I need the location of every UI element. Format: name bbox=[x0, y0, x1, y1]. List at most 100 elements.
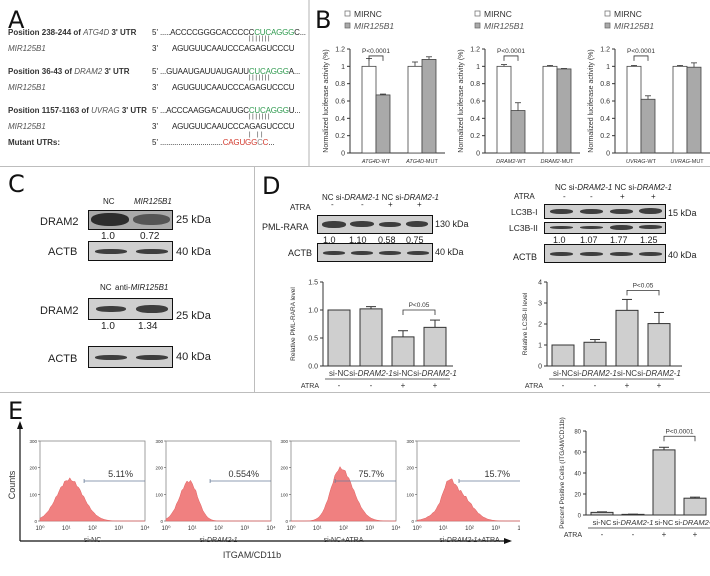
y-tick-label: 0.4 bbox=[470, 116, 480, 123]
legend-label: MIRNC bbox=[354, 9, 382, 19]
seq-flank: ... bbox=[268, 138, 275, 147]
x-tick-label: si-NC bbox=[617, 369, 637, 378]
x-tick-label: DRAM2-WT bbox=[496, 159, 526, 165]
quant-value: 1.07 bbox=[580, 235, 598, 245]
quant-value: 1.0 bbox=[553, 235, 566, 245]
quant-value: 1.0 bbox=[323, 235, 336, 245]
y-tick-label: 0.0 bbox=[308, 364, 318, 371]
y-tick-label: 0.2 bbox=[335, 133, 345, 140]
mutant-base: A bbox=[228, 138, 234, 147]
y-axis-label: Relative LC3B-II level bbox=[522, 292, 529, 355]
bar bbox=[407, 65, 423, 154]
western-blot-dram2 bbox=[88, 210, 173, 230]
atra-sign: + bbox=[693, 530, 698, 539]
arrow-up-icon bbox=[17, 421, 23, 429]
x-tick-label: 10³ bbox=[240, 526, 249, 532]
panel-letter-d: D bbox=[262, 172, 281, 200]
itgam-axis-label: ITGAM/CD11b bbox=[223, 550, 281, 560]
y-tick-label: 0.6 bbox=[600, 99, 610, 106]
bar bbox=[423, 326, 447, 367]
mutant-base: G bbox=[233, 138, 240, 147]
gate-percent: 15.7% bbox=[484, 469, 510, 479]
label-part: UVRAG bbox=[91, 106, 120, 115]
bar bbox=[361, 65, 377, 154]
sequence: ...ACCCAAGGACAUUGCCUCAGGGU... bbox=[160, 106, 301, 115]
atra-sign: - bbox=[361, 200, 364, 209]
legend-label: MIR125B1 bbox=[614, 21, 654, 31]
percent-positive-chart: 0 20 40 60 80 Percent Positive Cells (ITGAM/C… bbox=[559, 417, 710, 539]
utr-position-label: Position 238-244 of ATG4D 3' UTR bbox=[8, 28, 136, 37]
panel-letter-c: C bbox=[8, 170, 25, 198]
y-tick-label: 0.6 bbox=[335, 99, 345, 106]
western-blot-lc3b-i bbox=[544, 204, 666, 219]
bar bbox=[615, 309, 639, 367]
sample-label: si-DRAM2-1 bbox=[199, 537, 237, 544]
seq-flank: A... bbox=[288, 67, 301, 76]
legend-swatch-mir125b1 bbox=[474, 22, 481, 29]
x-tick-label: si-NC bbox=[593, 518, 612, 527]
x-tick-label: si-NC bbox=[553, 369, 573, 378]
y-tick-label: 200 bbox=[155, 466, 163, 471]
y-tick-label: 1.5 bbox=[308, 280, 318, 287]
histogram-fill bbox=[39, 477, 145, 522]
histogram-plot: 0 100 200 300 10⁰ 10¹ 10² 10³ 10⁴ 0.554% si-DRAM2-… bbox=[155, 439, 276, 544]
atra-sign: + bbox=[662, 530, 667, 539]
mirna-label: MIR125B1 bbox=[8, 122, 46, 131]
p-value-label: P<0.0001 bbox=[497, 48, 525, 55]
y-tick-label: 1.2 bbox=[600, 47, 610, 54]
quant-value: 0.58 bbox=[378, 235, 396, 245]
y-tick-label: 0.6 bbox=[470, 99, 480, 106]
y-tick-label: 0.8 bbox=[470, 81, 480, 88]
seed-site: CUCAGGG bbox=[248, 106, 289, 115]
lane-gene: MIR125B1 bbox=[130, 283, 169, 292]
y-tick-label: 300 bbox=[406, 439, 414, 444]
seq-flank: C... bbox=[294, 28, 306, 37]
base-pair-lines: | || bbox=[249, 132, 265, 138]
y-tick-label: 0.2 bbox=[600, 133, 610, 140]
lane-dram2: DRAM2-1 bbox=[636, 183, 672, 192]
histogram-fill bbox=[165, 479, 271, 522]
legend-swatch-mirnc bbox=[474, 10, 481, 17]
bar bbox=[683, 497, 707, 516]
x-tick-label: 10⁰ bbox=[35, 525, 45, 532]
y-tick-label: 0.2 bbox=[470, 133, 480, 140]
atra-sign: + bbox=[433, 381, 438, 390]
marker-40kda: 40 kDa bbox=[176, 246, 211, 258]
lane-nc: NC bbox=[381, 193, 394, 202]
blot-label-dram2: DRAM2 bbox=[40, 216, 79, 228]
y-tick-label: 0 bbox=[606, 151, 610, 158]
legend-label: MIR125B1 bbox=[484, 21, 524, 31]
x-tick-label: si-DRAM2-1 bbox=[637, 369, 681, 378]
mutant-base: C bbox=[222, 138, 229, 147]
x-tick-label: 10³ bbox=[365, 526, 374, 532]
y-tick-label: 1.2 bbox=[335, 47, 345, 54]
histogram-plot: 0 100 200 300 10⁰ 10¹ 10² 10³ 10⁴ 5.11% si-NC bbox=[29, 439, 150, 544]
bar bbox=[327, 309, 351, 367]
atra-sign: + bbox=[651, 192, 656, 201]
label-part: 3' UTR bbox=[109, 28, 137, 37]
x-tick-label: si-DRAM2-1 bbox=[573, 369, 617, 378]
histogram-plot: 0 100 200 300 10⁰ 10¹ 10² 10³ 10⁴ 75.7% si-NC+ATRA bbox=[280, 439, 401, 544]
y-axis-label: Relative PML-RARA level bbox=[290, 287, 297, 361]
y-tick-label: 0 bbox=[476, 151, 480, 158]
lane-label-mir125b1: MIR125B1 bbox=[134, 197, 172, 206]
y-tick-label: 0.4 bbox=[335, 116, 345, 123]
x-tick-label: 10¹ bbox=[313, 526, 322, 532]
sample-label: si-DRAM2-1+ATRA bbox=[439, 537, 500, 544]
atra-sign: - bbox=[632, 530, 635, 539]
lane-nc: NC bbox=[555, 183, 567, 192]
lane-si: si- bbox=[628, 183, 637, 192]
seq-flank: .....ACCCCGGGCACCCCC bbox=[160, 28, 255, 37]
significance-bracket bbox=[402, 309, 436, 315]
mutant-base: G bbox=[245, 138, 252, 147]
y-tick-label: 300 bbox=[155, 439, 163, 444]
y-tick-label: 0 bbox=[160, 519, 163, 524]
strand-end-label: 5' bbox=[152, 28, 158, 37]
sequence: .....ACCCCGGGCACCCCCCUCAGGGC... bbox=[160, 28, 306, 37]
separator-vertical-ab bbox=[308, 0, 310, 166]
y-tick-label: 200 bbox=[406, 466, 414, 471]
x-tick-label: ATG4D-WT bbox=[361, 159, 391, 165]
y-tick-label: 0 bbox=[341, 151, 345, 158]
histogram-plot: 0 100 200 300 10⁰ 10¹ 10² 10³ 10⁴ 15.7% si-DRAM2-1… bbox=[406, 439, 520, 544]
bar bbox=[686, 66, 702, 154]
